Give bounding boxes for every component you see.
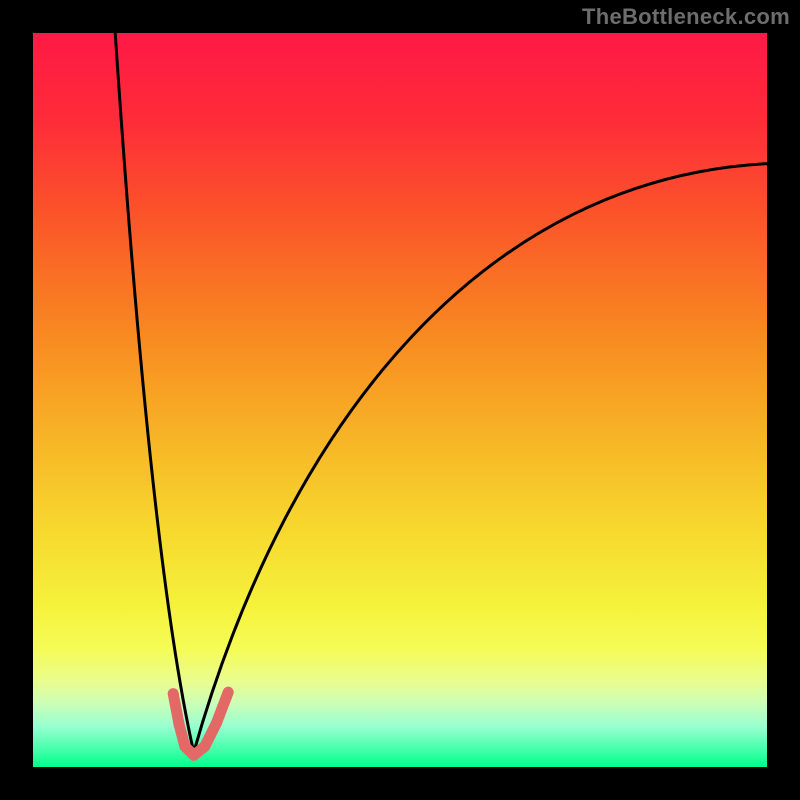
bottleneck-chart <box>0 0 800 800</box>
watermark-text: TheBottleneck.com <box>582 4 790 30</box>
chart-container: TheBottleneck.com <box>0 0 800 800</box>
